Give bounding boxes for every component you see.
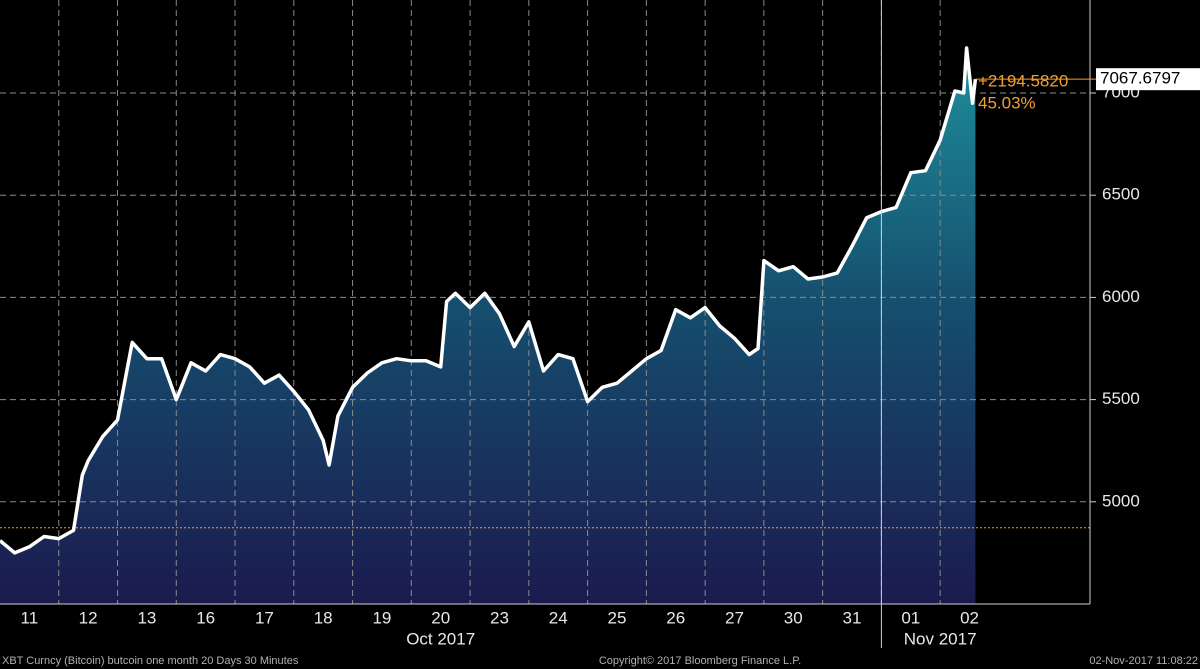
x-tick-label: 01	[901, 608, 920, 627]
x-tick-label: 17	[255, 608, 274, 627]
last-value-label: 7067.6797	[1100, 69, 1180, 88]
x-tick-label: 23	[490, 608, 509, 627]
footer-left: XBT Curncy (Bitcoin) butcoin one month 2…	[2, 655, 299, 667]
change-pct-label: 45.03%	[978, 94, 1036, 113]
y-tick-label: 5000	[1102, 491, 1140, 510]
month-label: Nov 2017	[904, 629, 977, 648]
x-tick-label: 24	[549, 608, 568, 627]
month-label: Oct 2017	[406, 629, 475, 648]
x-tick-label: 30	[784, 608, 803, 627]
x-tick-label: 13	[137, 608, 156, 627]
x-tick-label: 12	[79, 608, 98, 627]
x-tick-label: 16	[196, 608, 215, 627]
x-tick-label: 11	[21, 608, 39, 627]
y-tick-label: 6500	[1102, 185, 1140, 204]
x-tick-label: 26	[666, 608, 685, 627]
x-tick-label: 02	[960, 608, 979, 627]
footer-copyright: Copyright© 2017 Bloomberg Finance L.P.	[599, 655, 801, 667]
x-tick-label: 20	[431, 608, 450, 627]
y-tick-label: 5500	[1102, 389, 1140, 408]
x-tick-label: 27	[725, 608, 744, 627]
x-tick-label: 19	[372, 608, 391, 627]
x-tick-label: 31	[843, 608, 862, 627]
area-fill	[0, 48, 976, 604]
x-tick-label: 18	[314, 608, 333, 627]
change-label: +2194.5820	[978, 72, 1068, 91]
x-tick-label: 25	[608, 608, 627, 627]
footer-date: 02-Nov-2017 11:08:22	[1089, 655, 1198, 667]
last-value-box	[1096, 68, 1200, 91]
price-line	[0, 46, 978, 555]
y-tick-label: 6000	[1102, 287, 1140, 306]
